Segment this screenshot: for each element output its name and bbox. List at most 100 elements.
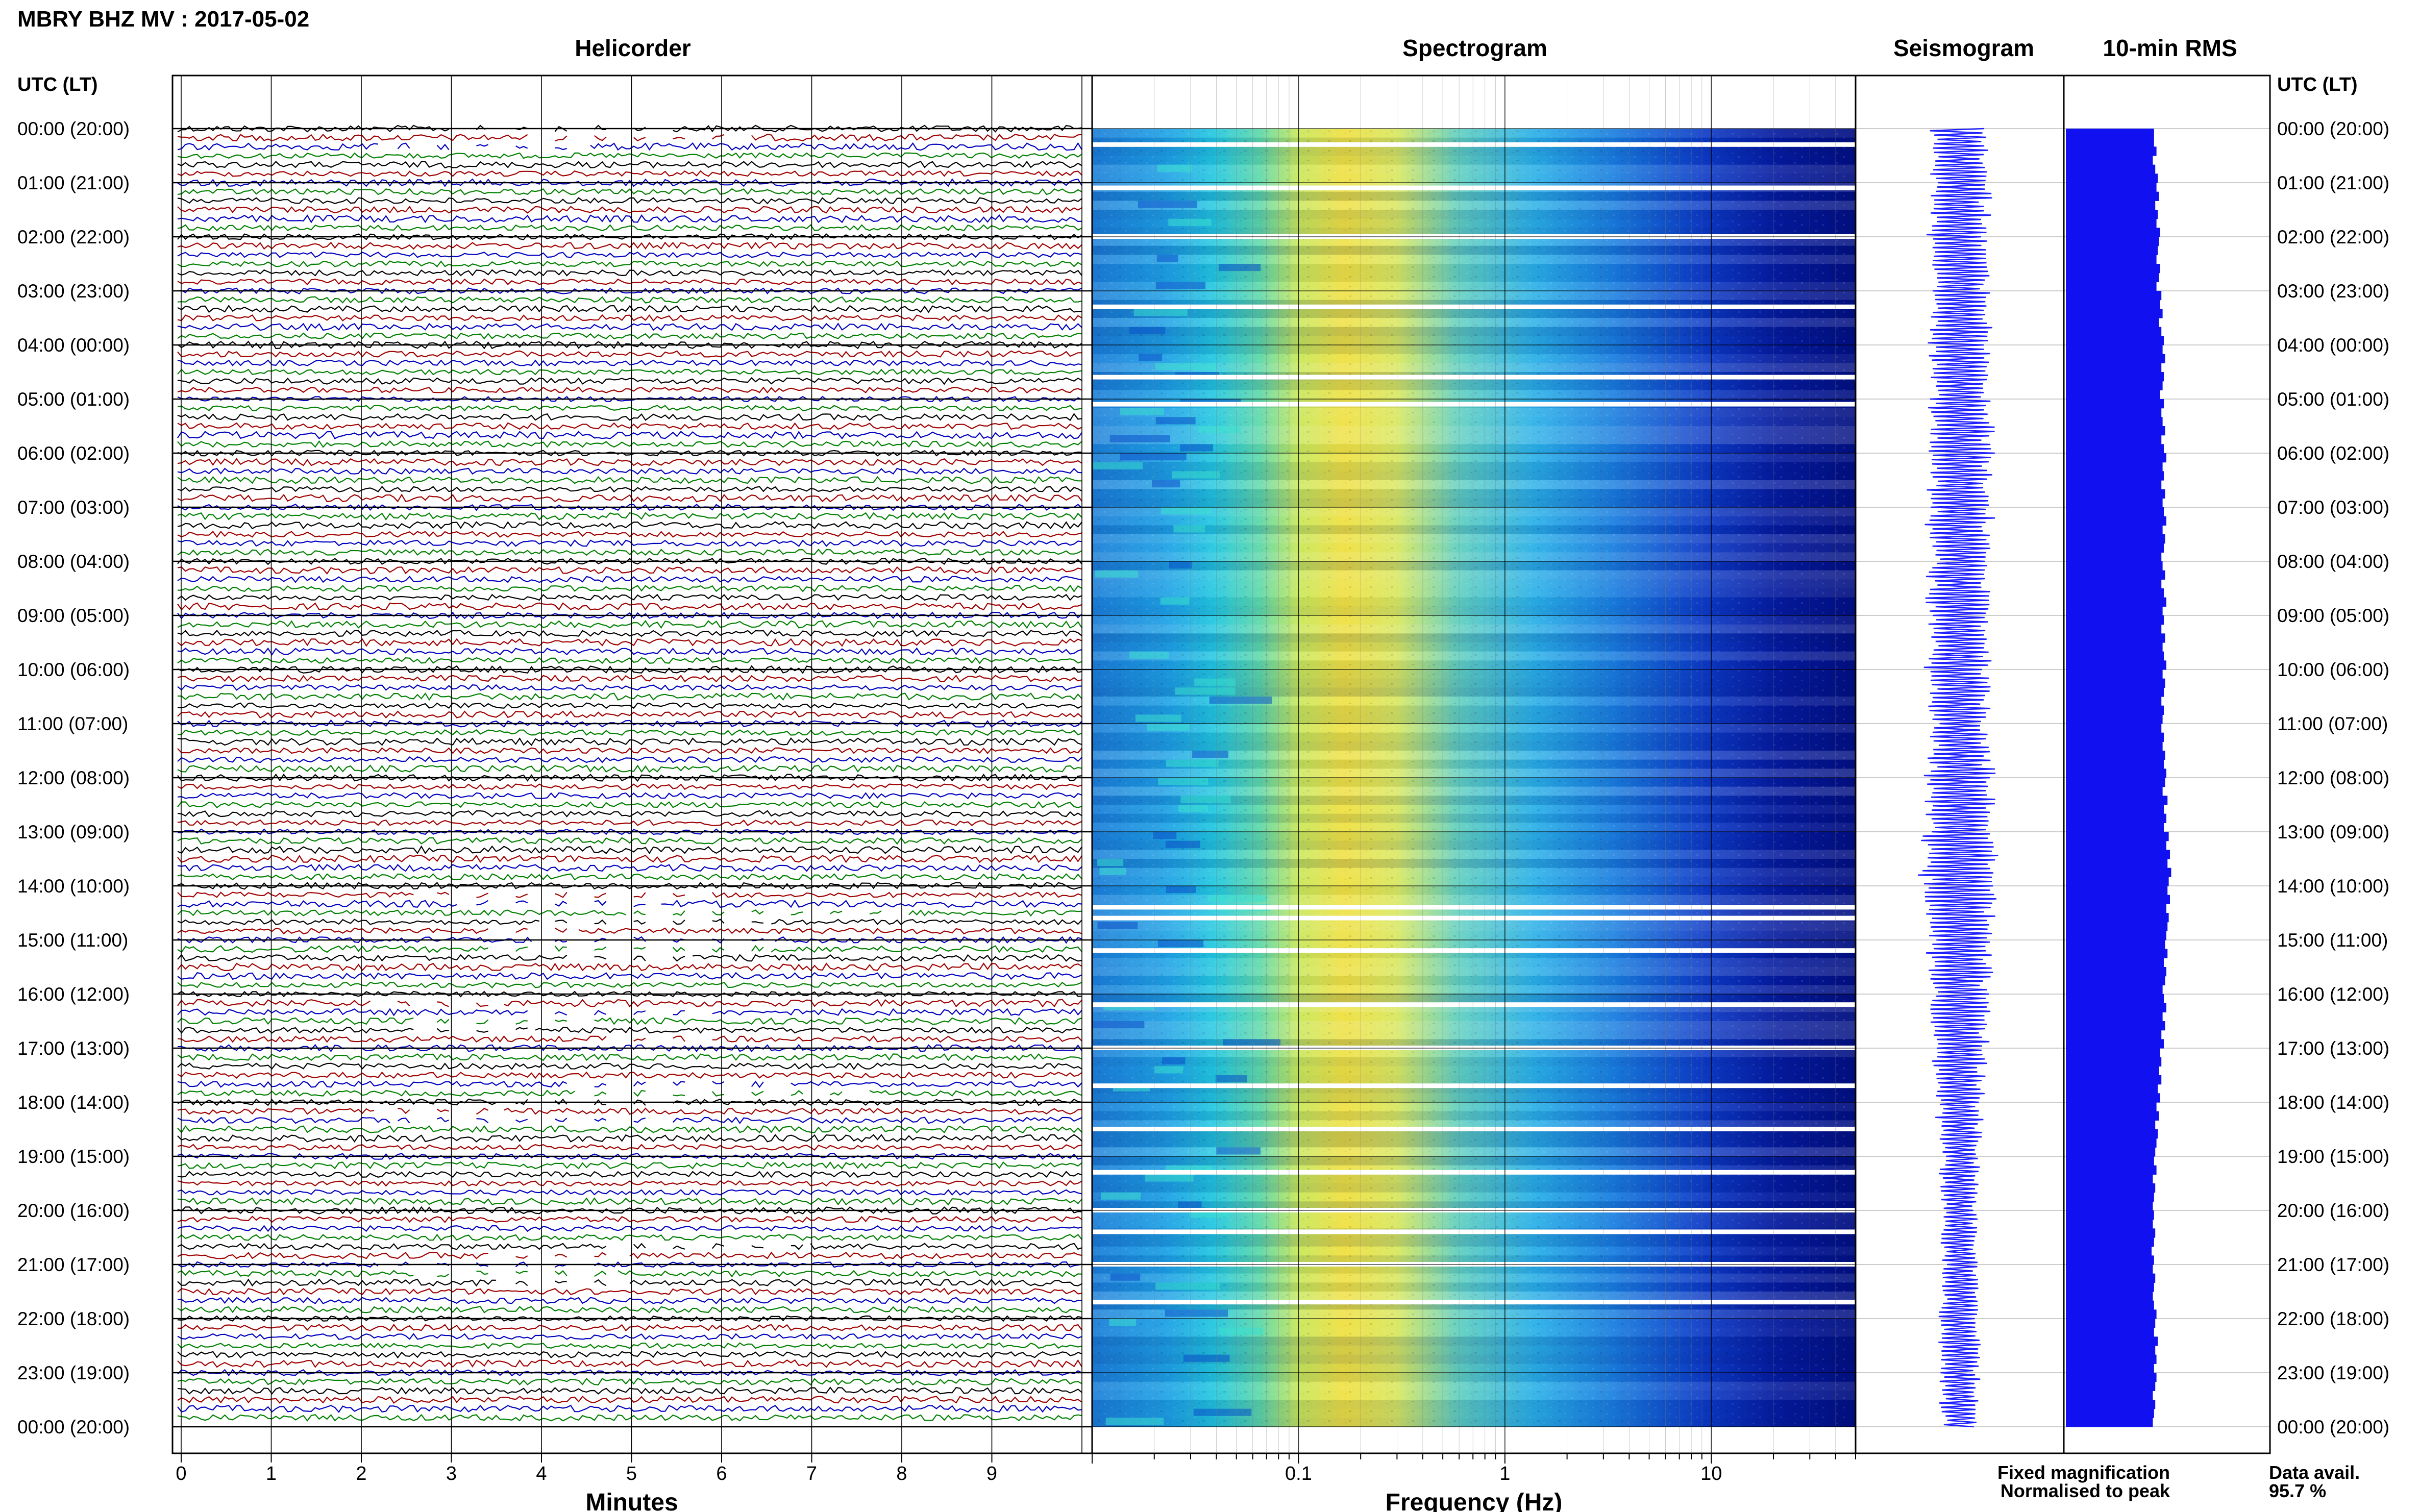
spectrogram-row — [1092, 624, 1856, 634]
time-label-right: 07:00 (03:00) — [2277, 497, 2389, 518]
rms-bar — [2066, 1282, 2154, 1292]
helicorder-trace — [178, 692, 1082, 701]
helicorder-trace — [177, 377, 1082, 385]
time-label-right: 03:00 (23:00) — [2277, 281, 2389, 302]
time-label-right: 00:00 (20:00) — [2277, 1417, 2389, 1437]
helicorder-trace — [177, 909, 1082, 917]
spectrogram-row — [1092, 191, 1856, 201]
spectrogram-row — [1092, 1021, 1856, 1030]
spectrogram-row — [1092, 732, 1856, 742]
time-label-left: 08:00 (04:00) — [17, 551, 130, 572]
rms-bar — [2066, 867, 2171, 877]
rms-bar — [2066, 336, 2164, 345]
spectrogram-row — [1092, 877, 1856, 886]
helicorder-trace — [177, 1107, 1082, 1115]
rms-bar — [2066, 1012, 2163, 1022]
helicorder-trace — [177, 1395, 1082, 1404]
helicorder-trace — [177, 1287, 1082, 1296]
rms-bar — [2066, 895, 2170, 904]
spectrogram-patch — [1155, 417, 1196, 425]
time-label-left: 00:00 (20:00) — [17, 118, 130, 139]
spectrogram-row — [1092, 1156, 1856, 1166]
rms-bar — [2066, 480, 2162, 490]
helicorder-trace — [177, 1062, 1082, 1070]
spectrogram-row — [1092, 507, 1856, 516]
helicorder-trace — [177, 422, 1082, 430]
helicorder-trace — [177, 657, 1082, 664]
spectrogram-row — [1092, 146, 1856, 156]
helicorder-trace — [177, 972, 1082, 980]
helicorder-trace — [177, 1125, 1082, 1134]
helicorder-trace — [177, 927, 1082, 935]
minutes-axis: 0 1 2 3 4 5 6 7 8 9 — [176, 1453, 997, 1484]
helicorder-trace — [177, 1386, 1082, 1395]
spectrogram-row — [1092, 786, 1856, 796]
spectrogram-row — [1092, 642, 1856, 652]
spectrogram-row — [1092, 164, 1856, 174]
time-label-right: 06:00 (02:00) — [2277, 443, 2389, 464]
spectrogram-patch — [1155, 282, 1206, 289]
spectrogram-patch — [1110, 1273, 1141, 1281]
rms-bar — [2066, 949, 2168, 958]
rms-bar — [2066, 354, 2165, 363]
spectrogram-row — [1092, 1210, 1856, 1220]
spectrogram-row — [1092, 498, 1856, 507]
rms-bar — [2066, 534, 2165, 544]
spectrogram-patch — [1215, 1075, 1247, 1083]
rms-bar — [2066, 444, 2164, 454]
time-label-right: 15:00 (11:00) — [2277, 930, 2388, 951]
rms-title: 10-min RMS — [2103, 35, 2237, 61]
rms-bar — [2066, 218, 2157, 228]
spectrogram-row — [1092, 255, 1856, 264]
helicorder-trace — [177, 747, 1082, 754]
helicorder-trace — [177, 431, 1082, 440]
time-label-left: 19:00 (15:00) — [17, 1146, 130, 1167]
rms-bar — [2066, 832, 2169, 841]
helicorder-trace — [177, 945, 1082, 953]
spectrogram-row — [1092, 985, 1856, 994]
utc-label-left: UTC (LT) — [17, 74, 98, 95]
helicorder-trace — [177, 1305, 1082, 1313]
spectrogram-blank-bottom — [1092, 1427, 1856, 1453]
spectrogram-row — [1092, 967, 1856, 976]
rms-bar — [2066, 904, 2166, 913]
spectrogram-patch — [1169, 561, 1192, 569]
helicorder-traces — [177, 125, 1082, 1422]
rms-bar — [2066, 922, 2168, 931]
spectrogram-patch — [1147, 724, 1190, 731]
rms-bar — [2066, 1210, 2154, 1220]
helicorder-grid — [172, 76, 1092, 1453]
spectrogram-patch — [1180, 444, 1213, 452]
rms-bar — [2066, 146, 2157, 156]
time-label-right: 19:00 (15:00) — [2277, 1146, 2389, 1167]
rms-bar — [2066, 805, 2164, 814]
helicorder-trace — [177, 1180, 1082, 1187]
spectrogram-row — [1092, 931, 1856, 940]
helicorder-trace — [177, 314, 1082, 322]
spectrogram-patch — [1171, 471, 1220, 479]
time-label-right: 09:00 (05:00) — [2277, 605, 2389, 626]
spectrogram-patch — [1165, 840, 1200, 848]
spectrogram-row — [1092, 218, 1856, 228]
time-labels-left: 00:00 (20:00) 01:00 (21:00) 02:00 (22:00) 0… — [17, 118, 130, 1437]
spectrogram-patch — [1168, 218, 1212, 226]
spectrogram-row — [1092, 327, 1856, 336]
spectrogram-gap — [1092, 1127, 1856, 1131]
rms-bar — [2066, 1300, 2154, 1310]
spectrogram-row — [1092, 173, 1856, 183]
time-label-left: 17:00 (13:00) — [17, 1038, 130, 1059]
rms-bar — [2066, 850, 2170, 859]
rms-bar — [2066, 985, 2163, 995]
spectrogram-patch — [1139, 354, 1163, 361]
helicorder-trace — [177, 1117, 1082, 1124]
spectrogram-row — [1092, 769, 1856, 778]
data-availability-label: Data avail. — [2269, 1462, 2360, 1483]
spectrogram-gap — [1092, 1083, 1856, 1088]
rms-bar — [2066, 489, 2165, 499]
spectrogram-row — [1092, 741, 1856, 751]
spectrogram-gap — [1092, 304, 1856, 309]
helicorder-trace — [177, 539, 1082, 547]
spectrogram-row — [1092, 697, 1856, 706]
spectrogram-row — [1092, 1102, 1856, 1111]
spectrogram-row — [1092, 1183, 1856, 1193]
